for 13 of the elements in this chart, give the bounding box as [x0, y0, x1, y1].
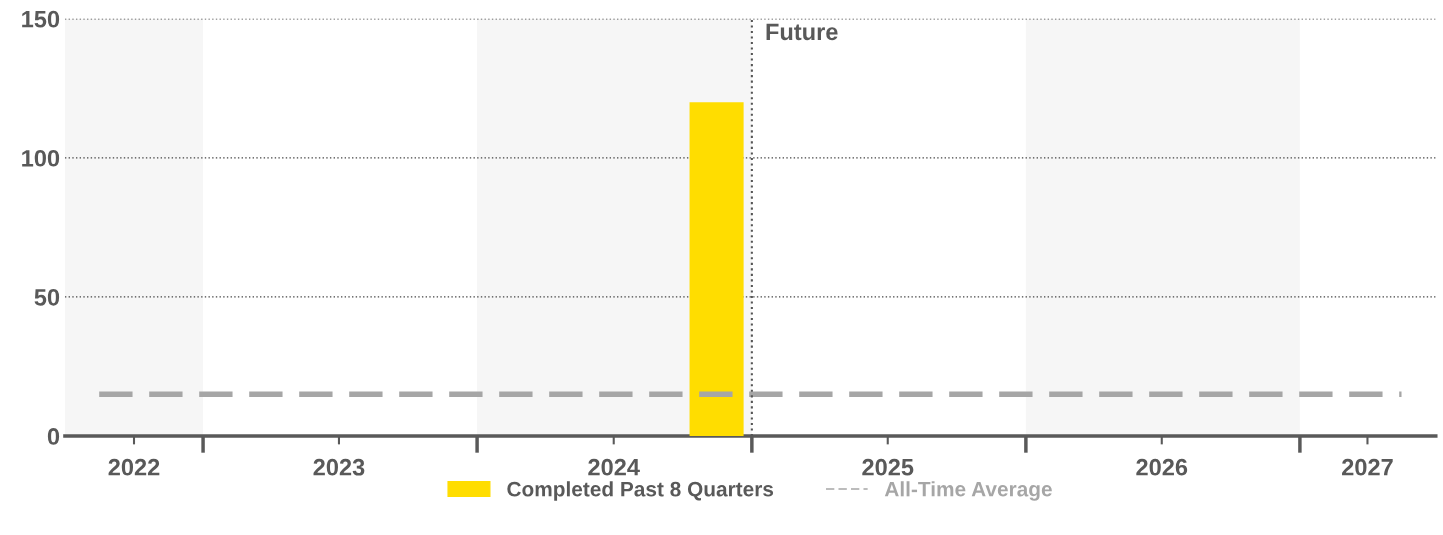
x-tick-label: 2022: [108, 458, 160, 476]
y-tick-label: 50: [34, 288, 60, 306]
legend-label: All-Time Average: [884, 481, 1052, 501]
y-tick-label: 100: [22, 149, 60, 167]
y-tick-label: 150: [22, 10, 60, 28]
x-tick-label: 2023: [313, 458, 365, 476]
ref-line-label: Future: [766, 23, 838, 41]
x-tick-label: 2024: [588, 458, 640, 476]
x-tick-label: 2026: [1136, 458, 1188, 476]
y-tick-label: 0: [47, 428, 60, 445]
x-tick-label: 2025: [862, 458, 914, 476]
x-tick-label: 2027: [1342, 458, 1393, 476]
legend-label: Completed Past 8 Quarters: [507, 481, 774, 501]
